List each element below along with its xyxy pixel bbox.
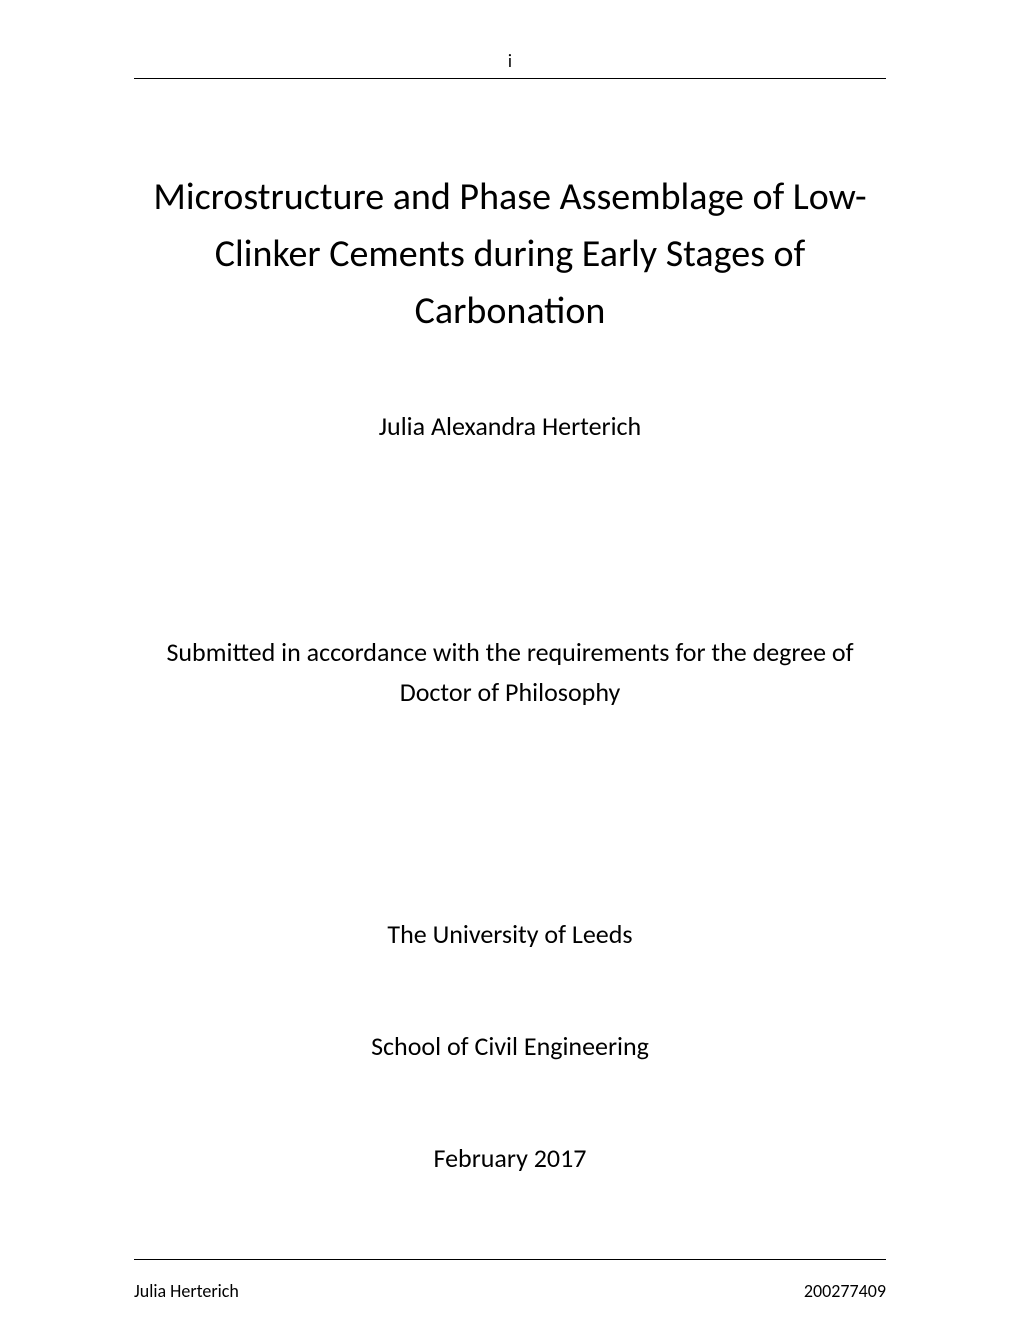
school-name: School of Civil Engineering	[371, 1030, 649, 1062]
author-name: Julia Alexandra Herterich	[379, 410, 641, 442]
page-footer: Julia Herterich 200277409	[134, 1280, 886, 1302]
page-header: i	[134, 50, 886, 169]
submission-date: February 2017	[434, 1142, 587, 1174]
footer-rule	[134, 1259, 886, 1260]
thesis-title: Microstructure and Phase Assemblage of L…	[134, 169, 886, 340]
footer-author: Julia Herterich	[134, 1280, 239, 1302]
submission-statement: Submitted in accordance with the require…	[134, 632, 886, 713]
page-number: i	[508, 50, 512, 72]
title-page-content: Microstructure and Phase Assemblage of L…	[134, 169, 886, 1259]
institution-name: The University of Leeds	[387, 918, 632, 950]
thesis-title-page: i Microstructure and Phase Assemblage of…	[0, 0, 1020, 1320]
footer-student-id: 200277409	[804, 1280, 886, 1302]
header-rule	[134, 78, 886, 79]
